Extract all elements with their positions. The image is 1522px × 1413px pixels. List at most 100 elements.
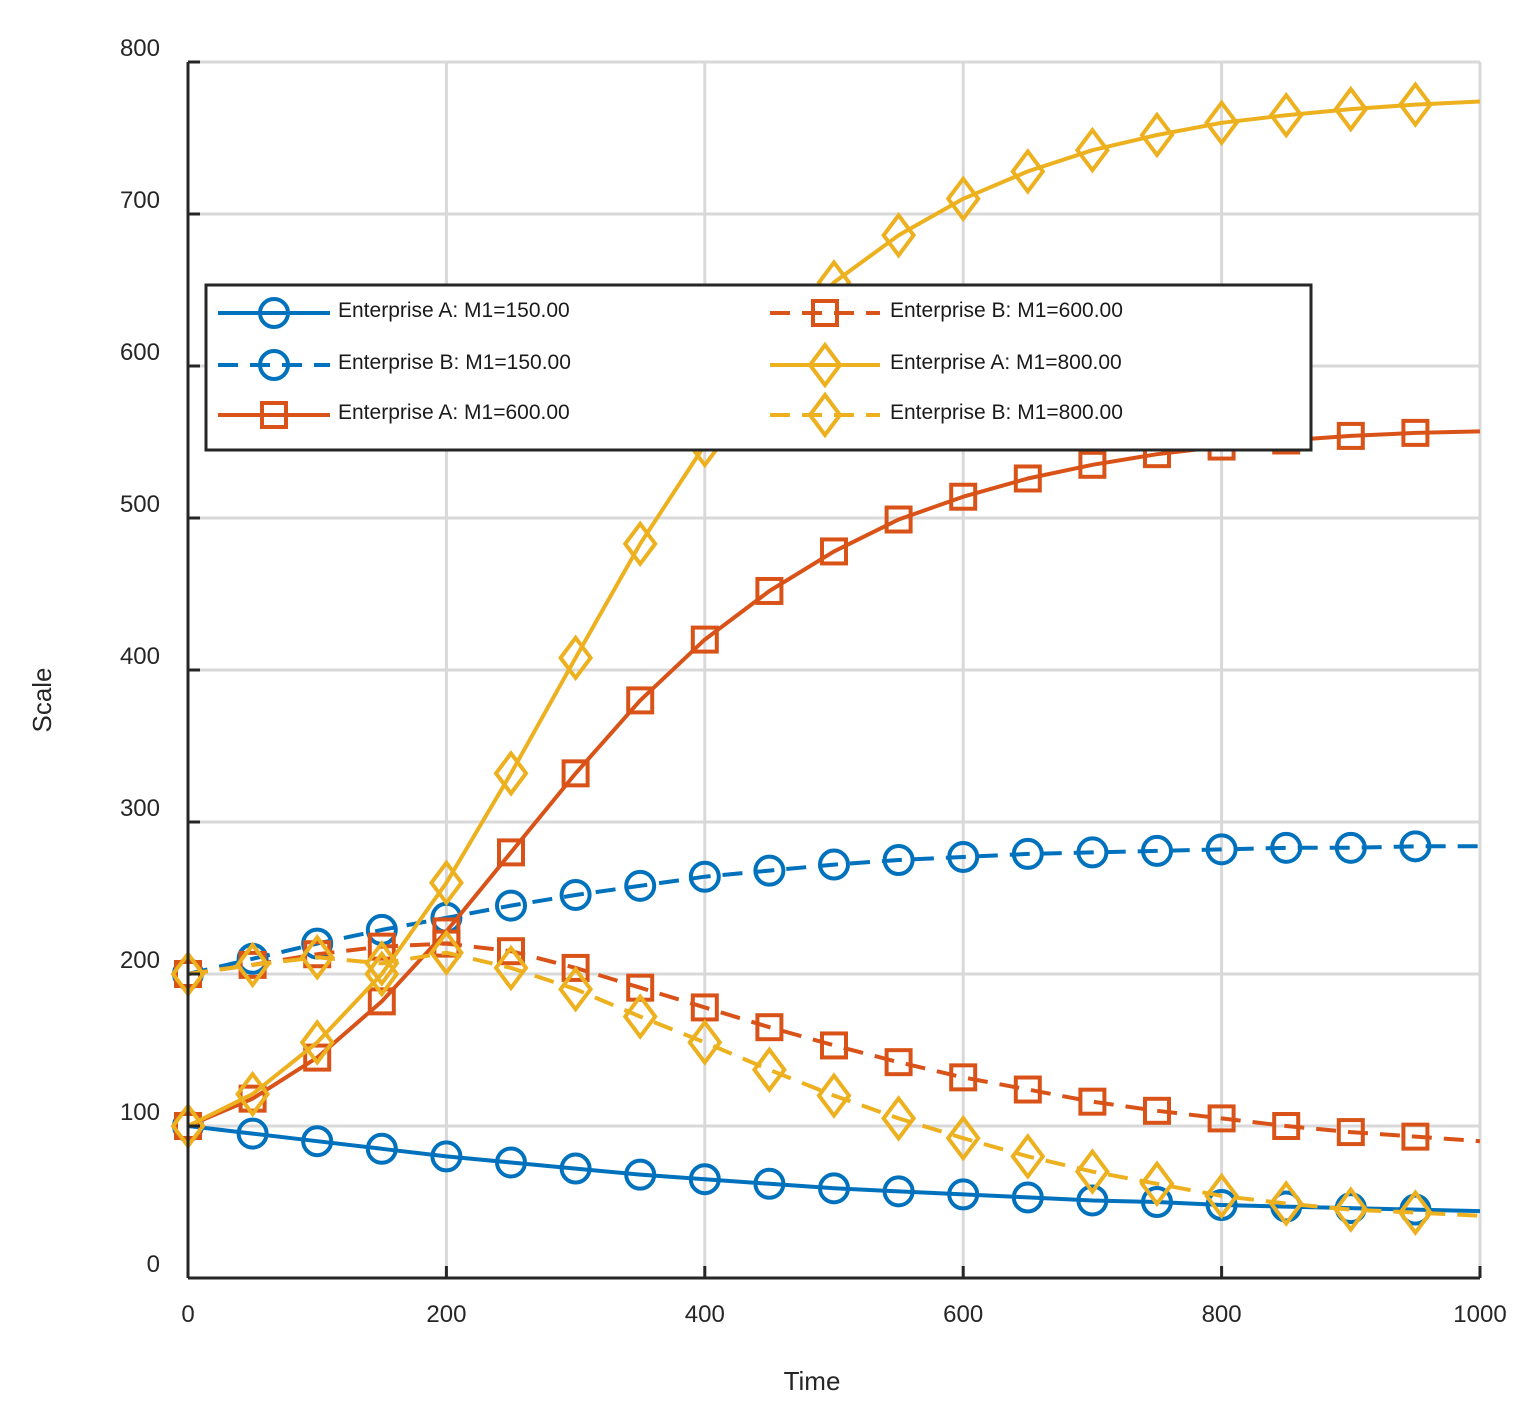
data-point [755,1013,784,1042]
data-point [753,1167,786,1200]
y-tick-label: 400 [120,643,160,670]
data-point [236,1117,269,1150]
data-point [755,576,784,605]
series-line [187,844,1480,976]
legend-item-6: Enterprise B: M1=800.00 [770,391,1123,439]
data-point [1397,81,1433,128]
series-1 [172,1110,1481,1226]
legend-label: Enterprise A: M1=150.00 [338,299,570,322]
legend-marker [258,297,290,329]
series-line [187,1124,1481,1214]
data-point [497,937,525,966]
data-point [561,759,590,788]
x-tick-label: 600 [943,1301,983,1328]
legend-marker [807,341,843,389]
data-point [1076,1184,1109,1217]
data-point [1013,464,1042,493]
data-point [235,1070,271,1118]
data-point [1141,834,1173,867]
series-line [187,429,1481,1128]
series-4 [174,929,1481,1151]
legend: Enterprise A: M1=150.00 Enterprise B: M1=… [204,283,1313,452]
legend-item-2: Enterprise B: M1=150.00 [218,349,571,381]
data-point [365,1132,398,1165]
data-point [1010,148,1046,195]
data-point [1010,1133,1046,1180]
data-point [1336,421,1365,450]
data-point [495,1146,527,1179]
data-point [1401,418,1430,447]
data-point [558,634,594,682]
legend-item-1: Enterprise A: M1=150.00 [218,297,570,329]
legend-label: Enterprise A: M1=600.00 [338,401,570,424]
legend-item-3: Enterprise A: M1=600.00 [218,401,570,429]
data-point [1143,1096,1171,1125]
data-point [624,869,657,902]
data-point [688,1163,721,1196]
y-axis-title: Scale [27,667,57,732]
data-point [1397,1189,1433,1236]
data-point [1205,833,1238,866]
data-point [947,1178,980,1211]
legend-marker [260,401,288,429]
data-point [753,854,786,887]
x-tick-label: 1000 [1453,1301,1506,1328]
data-point [428,859,464,907]
data-point [947,840,980,873]
y-tick-label: 300 [120,795,160,822]
data-point [690,625,719,654]
data-point [235,941,271,989]
data-point [1078,450,1107,479]
data-point [688,860,721,893]
data-point [818,848,850,881]
legend-item-4: Enterprise B: M1=600.00 [770,299,1123,327]
tick-labels: 0 200 400 600 800 1000 0 100 200 300 400 500 600 700 8… [120,35,1507,1328]
data-point [881,211,917,259]
data-point [1076,836,1109,869]
data-point [561,953,590,982]
x-tick-label: 0 [181,1301,194,1328]
legend-marker [807,391,843,439]
data-point [751,1046,787,1094]
data-point [882,844,915,876]
data-point [1336,1118,1365,1147]
data-point [430,1140,463,1173]
data-point [1011,1181,1044,1214]
data-point [1011,837,1044,870]
data-point [497,838,525,867]
legend-marker [258,349,290,381]
data-point [622,520,658,568]
legend-marker [811,299,839,327]
data-point [687,1019,723,1066]
legend-label: Enterprise A: M1=800.00 [890,351,1122,374]
data-point [1207,1104,1236,1133]
data-point [1272,1112,1301,1140]
data-point [884,505,913,534]
data-point [495,889,527,922]
data-point [299,933,335,981]
x-tick-label: 800 [1202,1301,1242,1328]
legend-label: Enterprise B: M1=150.00 [338,351,571,374]
data-point [626,686,655,715]
data-point [1270,831,1303,864]
data-point [1141,1186,1173,1218]
data-point [303,1043,332,1072]
legend-label: Enterprise B: M1=800.00 [890,401,1123,424]
legend-label: Enterprise B: M1=600.00 [890,299,1123,322]
data-point [1333,1186,1369,1233]
data-point [493,944,529,992]
legend-box [204,283,1313,452]
data-point [818,1172,850,1205]
y-tick-label: 700 [120,187,160,214]
data-point [945,175,981,223]
series-3 [174,418,1481,1140]
data-point [820,537,848,566]
series-line [187,99,1481,1128]
data-point [1078,1087,1107,1116]
data-point [559,878,592,911]
data-point [816,1072,852,1119]
data-point [1268,91,1304,139]
y-tick-label: 0 [147,1251,160,1278]
data-point [364,940,400,987]
